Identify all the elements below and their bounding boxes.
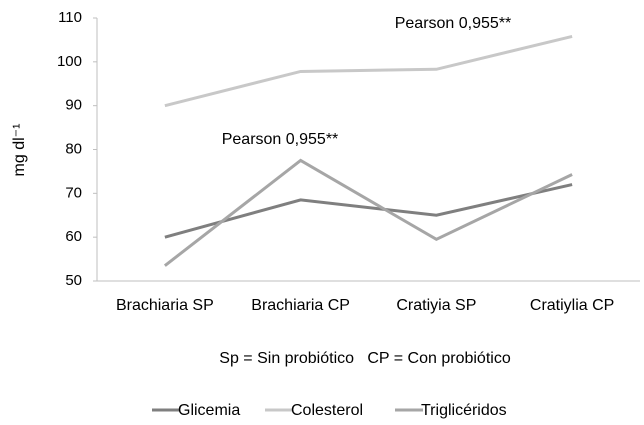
- annotation: Pearson 0,955**: [222, 131, 339, 148]
- y-tick-label: 100: [57, 53, 82, 70]
- y-tick-label: 110: [58, 9, 82, 26]
- line-series: [164, 34, 573, 108]
- y-tick-label: 80: [65, 140, 82, 157]
- legend-label: Triglicéridos: [421, 402, 507, 419]
- y-tick-label: 90: [65, 97, 82, 114]
- line-series: [164, 183, 573, 239]
- x-tick-label: Brachiaria CP: [251, 297, 350, 314]
- legend-label: Colesterol: [291, 402, 363, 419]
- note: Sp = Sin probiótico CP = Con probiótico: [219, 350, 511, 367]
- y-tick-label: 70: [65, 184, 82, 201]
- y-axis-label: mg dl⁻¹: [11, 124, 28, 177]
- legend-label: Glicemia: [178, 402, 240, 419]
- x-tick-label: Cratiyia SP: [396, 297, 476, 314]
- y-tick-label: 50: [65, 272, 82, 289]
- annotation: Pearson 0,955**: [395, 15, 512, 32]
- x-tick-label: Brachiaria SP: [116, 297, 214, 314]
- x-tick-label: Cratiylia CP: [530, 297, 614, 314]
- line-series: [163, 158, 573, 267]
- y-tick-label: 60: [65, 228, 82, 245]
